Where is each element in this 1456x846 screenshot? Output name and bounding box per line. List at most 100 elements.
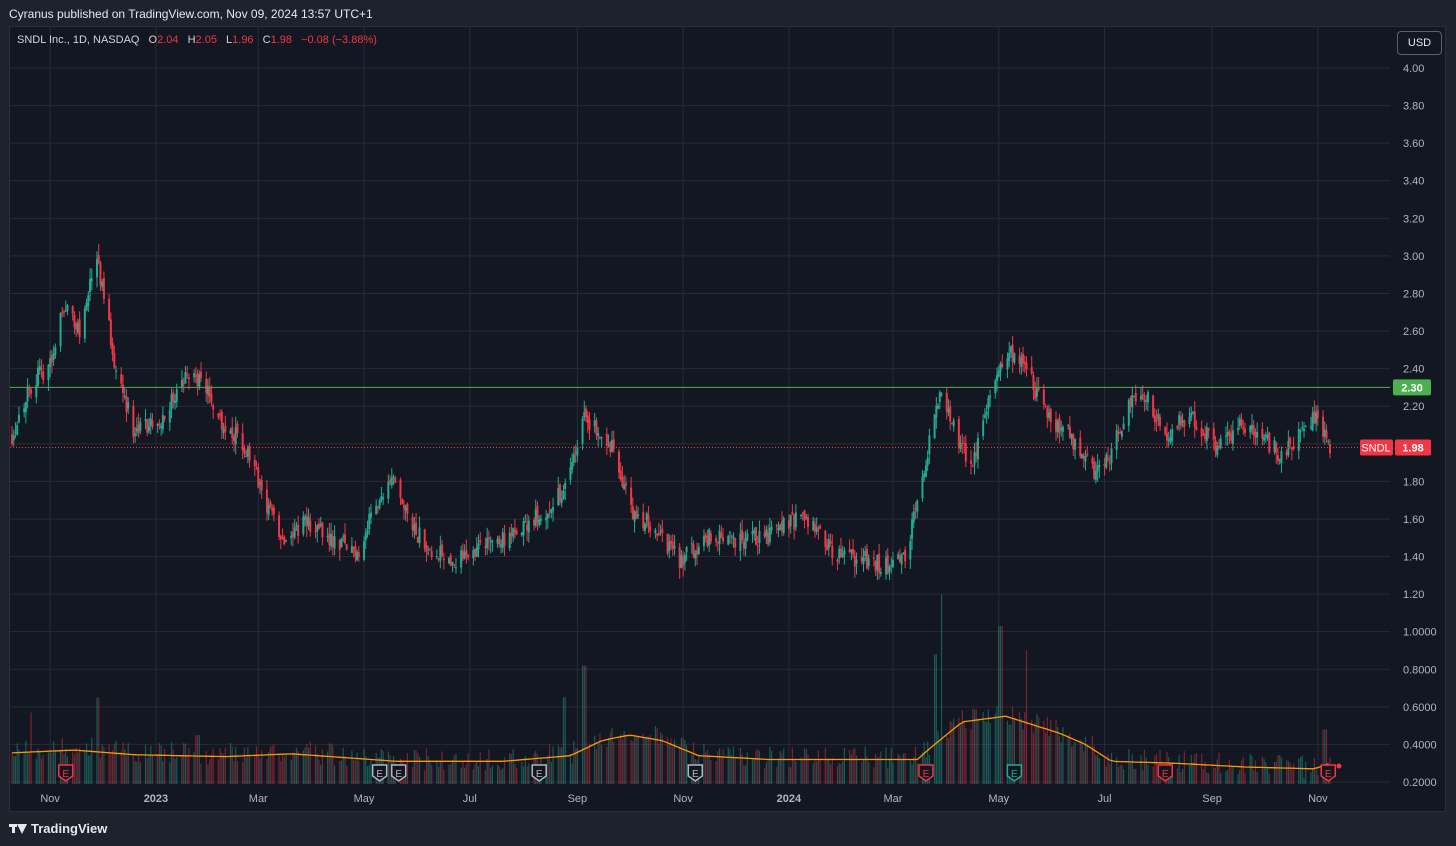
candle-body xyxy=(267,505,270,515)
earnings-marker[interactable]: E xyxy=(687,764,704,782)
earnings-marker[interactable]: E xyxy=(918,764,934,782)
candle-body xyxy=(546,513,549,519)
candle-body xyxy=(607,444,610,446)
candle-body xyxy=(1006,358,1009,370)
earnings-marker[interactable]: E xyxy=(531,764,547,782)
candle-body xyxy=(848,549,851,552)
earnings-marker[interactable]: E xyxy=(58,764,74,782)
candle-body xyxy=(982,420,985,437)
candle-body xyxy=(174,400,177,404)
earnings-marker[interactable]: E xyxy=(1157,764,1173,782)
earnings-marker[interactable]: E xyxy=(1006,764,1023,782)
candle-body xyxy=(843,550,846,555)
candle-body xyxy=(813,523,816,532)
candle-body xyxy=(1224,435,1227,437)
candle-body xyxy=(83,308,86,339)
candle-body xyxy=(696,550,699,555)
candle-body xyxy=(682,557,685,566)
candle-body xyxy=(200,371,203,378)
candle-body xyxy=(97,255,100,263)
candle-body xyxy=(121,384,124,394)
candle-body xyxy=(328,533,331,546)
candle-body xyxy=(281,537,284,539)
candle-body xyxy=(475,547,478,557)
candle-body xyxy=(697,546,700,555)
candle-body xyxy=(449,555,452,566)
candle-body xyxy=(411,516,414,530)
candle-body xyxy=(976,437,979,460)
candle-body xyxy=(460,550,463,568)
candle-body xyxy=(175,389,178,402)
candle-body xyxy=(160,425,163,429)
candle-body xyxy=(394,477,397,483)
candle-body xyxy=(500,544,503,547)
candle-body xyxy=(1122,423,1125,430)
candle-body xyxy=(297,525,300,536)
earnings-marker[interactable]: E xyxy=(371,764,388,782)
candle-body xyxy=(194,375,197,377)
candle-body xyxy=(645,513,648,521)
symbol-title[interactable]: SNDL Inc., 1D, NASDAQ xyxy=(17,34,140,46)
candle-body xyxy=(357,552,360,557)
candle-body xyxy=(198,374,201,387)
candle-body xyxy=(461,550,464,559)
candle-body xyxy=(144,419,147,421)
candle-body xyxy=(741,530,744,541)
candle-body xyxy=(279,535,282,540)
candle-body xyxy=(1131,395,1134,408)
candle-body xyxy=(168,409,171,423)
candle-body xyxy=(135,428,138,432)
candle-body xyxy=(1278,459,1281,461)
candle-body xyxy=(878,553,881,573)
x-tick-label: Mar xyxy=(249,793,268,805)
candle-body xyxy=(1084,455,1087,462)
earnings-marker[interactable]: E xyxy=(1320,764,1337,782)
candle-body xyxy=(807,516,810,527)
candle-body xyxy=(916,500,919,512)
candle-body xyxy=(1165,433,1168,441)
candle-body xyxy=(1280,451,1283,464)
candle-body xyxy=(1103,463,1106,467)
earnings-marker[interactable]: E xyxy=(390,764,407,782)
candle-body xyxy=(1249,426,1252,433)
candle-body xyxy=(600,437,603,439)
candle-body xyxy=(1009,346,1012,353)
candle-body xyxy=(961,443,964,445)
currency-button[interactable]: USD xyxy=(1397,31,1442,55)
candle-body xyxy=(99,262,102,286)
candle-body xyxy=(1181,420,1184,423)
candle-body xyxy=(862,557,865,564)
candle-body xyxy=(47,365,50,380)
y-tick-label: 2.40 xyxy=(1403,364,1424,376)
candle-body xyxy=(562,490,565,500)
candle-body xyxy=(156,423,159,427)
candle-body xyxy=(224,425,227,432)
candle-body xyxy=(800,514,803,516)
candle-body xyxy=(1218,445,1221,448)
candle-body xyxy=(148,426,151,432)
candle-body xyxy=(101,281,104,288)
y-tick-label: 3.60 xyxy=(1403,138,1424,150)
chart-pane[interactable] xyxy=(9,26,1446,812)
candle-body xyxy=(1086,453,1089,456)
candle-body xyxy=(1025,362,1028,370)
candle-body xyxy=(891,559,894,568)
candle-body xyxy=(319,524,322,526)
candle-body xyxy=(64,311,67,313)
candle-body xyxy=(283,536,286,545)
candle-body xyxy=(463,552,466,559)
candle-body xyxy=(272,507,275,515)
candle-body xyxy=(184,371,187,384)
candle-body xyxy=(1231,430,1234,445)
tradingview-logo[interactable]: TradingView xyxy=(9,821,107,836)
candle-body xyxy=(1316,410,1319,418)
candle-body xyxy=(293,527,296,538)
candle-body xyxy=(826,545,829,550)
candle-body xyxy=(501,532,504,549)
candle-body xyxy=(125,396,128,413)
candle-body xyxy=(340,538,343,548)
candle-body xyxy=(879,572,882,574)
candle-body xyxy=(581,418,584,444)
candle-body xyxy=(321,522,324,538)
